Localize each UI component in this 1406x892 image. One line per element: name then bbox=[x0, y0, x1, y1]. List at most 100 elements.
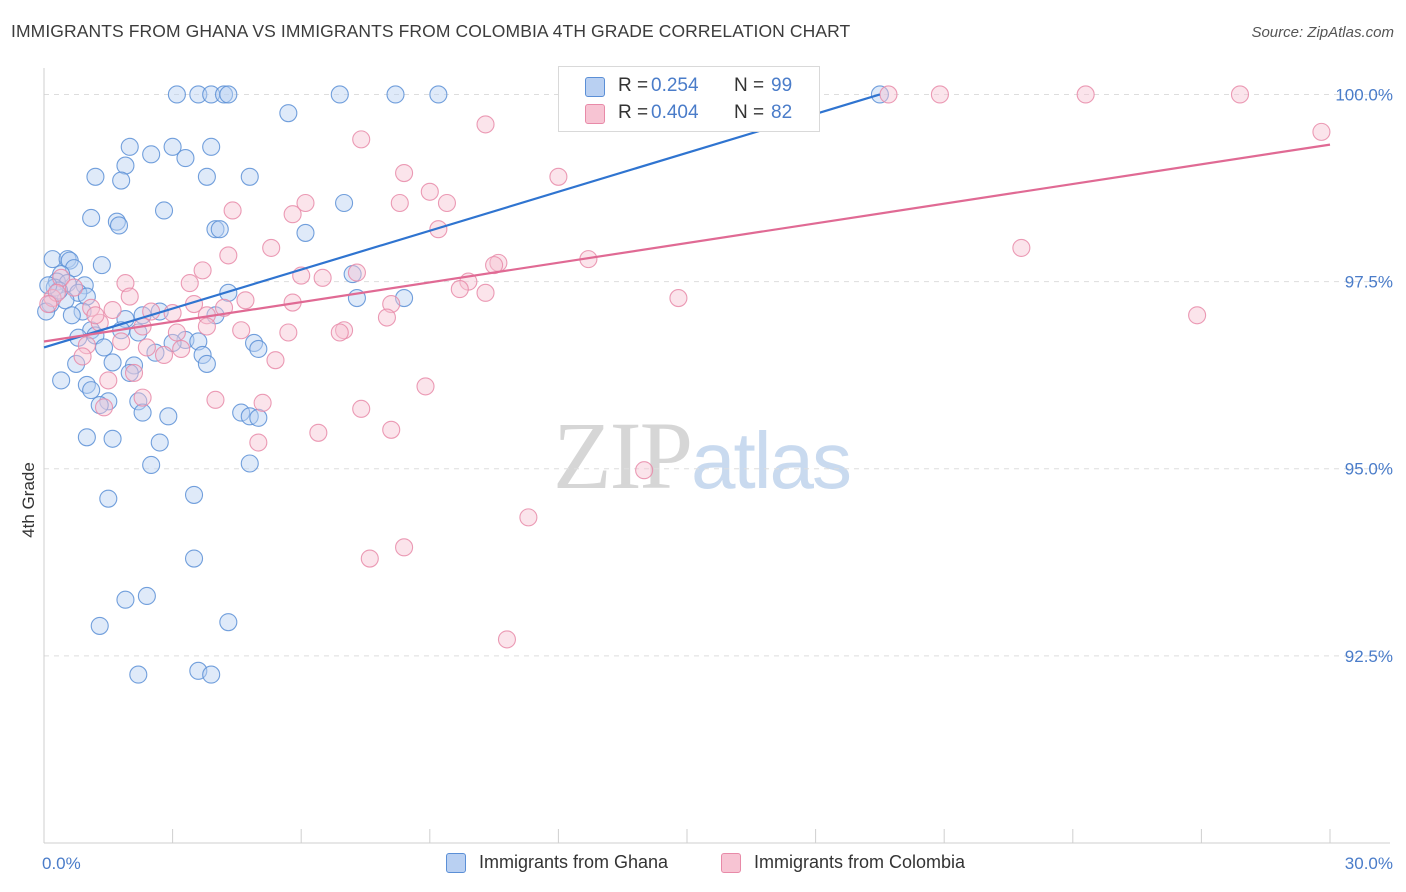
ghana-n-value: 99 bbox=[771, 75, 793, 96]
colombia-point bbox=[382, 294, 401, 314]
colombia-point bbox=[635, 461, 654, 480]
colombia-point bbox=[1076, 85, 1095, 104]
ghana-point bbox=[279, 104, 298, 123]
ghana-point bbox=[167, 85, 186, 104]
ghana-swatch bbox=[585, 77, 605, 97]
colombia-point bbox=[279, 323, 298, 342]
colombia-n-value: 82 bbox=[771, 102, 793, 123]
colombia-point bbox=[232, 321, 251, 340]
colombia-point bbox=[77, 336, 96, 355]
colombia-point bbox=[395, 538, 414, 557]
colombia-point bbox=[395, 164, 414, 183]
colombia-legend-label: Immigrants from Colombia bbox=[754, 852, 966, 872]
ghana-point bbox=[176, 149, 195, 168]
ghana-point bbox=[43, 250, 62, 269]
trend-lines bbox=[43, 93, 1331, 349]
ghana-point bbox=[142, 145, 161, 164]
ghana-point bbox=[129, 665, 148, 684]
ghana-point bbox=[193, 345, 212, 364]
ghana-point bbox=[154, 201, 174, 220]
colombia-point bbox=[420, 182, 439, 201]
ghana-point bbox=[296, 223, 315, 242]
colombia-legend-swatch bbox=[721, 853, 741, 873]
ghana-points bbox=[37, 85, 889, 684]
chart-title: IMMIGRANTS FROM GHANA VS IMMIGRANTS FROM… bbox=[11, 21, 851, 41]
colombia-point bbox=[519, 508, 538, 527]
ghana-point bbox=[330, 85, 349, 104]
ghana-point bbox=[82, 381, 101, 400]
ghana-point bbox=[137, 586, 156, 606]
watermark-atlas: atlas bbox=[691, 416, 852, 505]
colombia-trend-line bbox=[43, 143, 1331, 343]
colombia-point bbox=[137, 338, 156, 357]
ghana-point bbox=[82, 208, 101, 228]
ghana-point bbox=[52, 371, 71, 390]
x-tick-label: 30.0% bbox=[1345, 854, 1393, 873]
ghana-point bbox=[184, 549, 204, 568]
ghana-point bbox=[202, 665, 221, 684]
ghana-point bbox=[163, 137, 182, 156]
colombia-r-label: R = bbox=[618, 102, 649, 123]
axes bbox=[43, 68, 1390, 844]
y-tick-label: 97.5% bbox=[1345, 273, 1393, 292]
ghana-point bbox=[219, 613, 238, 632]
colombia-point bbox=[476, 283, 495, 302]
ghana-point bbox=[249, 408, 268, 427]
colombia-swatch bbox=[585, 104, 605, 124]
ghana-point bbox=[99, 489, 118, 508]
ghana-point bbox=[189, 332, 208, 351]
colombia-r-value: 0.404 bbox=[651, 102, 699, 123]
ghana-point bbox=[206, 220, 225, 239]
ghana-point bbox=[184, 485, 204, 504]
colombia-point bbox=[296, 193, 315, 213]
colombia-point bbox=[112, 332, 131, 351]
colombia-point bbox=[1012, 238, 1031, 257]
colombia-point bbox=[313, 268, 332, 287]
colombia-point bbox=[1230, 85, 1250, 104]
colombia-point bbox=[437, 193, 456, 213]
ghana-point bbox=[67, 354, 86, 373]
colombia-point bbox=[1312, 122, 1331, 141]
ghana-point bbox=[335, 193, 354, 213]
colombia-point bbox=[549, 167, 568, 186]
ghana-point bbox=[197, 354, 216, 373]
colombia-point bbox=[352, 399, 371, 418]
colombia-point bbox=[64, 278, 84, 297]
y-tick-label: 100.0% bbox=[1335, 85, 1393, 104]
colombia-point bbox=[283, 205, 302, 224]
ghana-point bbox=[202, 137, 221, 156]
colombia-point bbox=[124, 363, 144, 382]
source-label: Source: ZipAtlas.com bbox=[1251, 24, 1394, 41]
ghana-point bbox=[150, 433, 169, 452]
y-tick-label: 95.0% bbox=[1345, 460, 1393, 479]
x-tick-label: 0.0% bbox=[42, 854, 81, 873]
ghana-trend-line bbox=[43, 93, 881, 349]
ghana-point bbox=[120, 363, 139, 382]
ghana-point bbox=[116, 156, 135, 175]
colombia-point bbox=[133, 388, 152, 407]
colombia-point bbox=[669, 289, 688, 308]
colombia-point bbox=[450, 280, 469, 299]
ghana-point bbox=[189, 85, 208, 104]
colombia-point bbox=[347, 263, 366, 282]
ghana-point bbox=[232, 403, 251, 422]
y-axis-label: 4th Grade bbox=[19, 462, 38, 538]
ghana-point bbox=[112, 171, 131, 190]
colombia-point bbox=[73, 347, 92, 366]
ghana-point bbox=[90, 616, 109, 635]
colombia-point bbox=[94, 398, 114, 417]
ghana-point bbox=[219, 85, 238, 104]
colombia-points bbox=[39, 85, 1331, 649]
ghana-r-label: R = bbox=[618, 75, 649, 96]
colombia-point bbox=[219, 246, 238, 265]
colombia-point bbox=[214, 298, 234, 317]
ghana-point bbox=[92, 256, 111, 275]
ghana-legend-swatch bbox=[446, 853, 466, 873]
ghana-point bbox=[103, 429, 122, 448]
ghana-point bbox=[240, 454, 259, 473]
watermark-zip: ZIP bbox=[553, 402, 693, 509]
colombia-point bbox=[416, 377, 435, 396]
colombia-point bbox=[253, 393, 272, 412]
colombia-point bbox=[154, 345, 174, 364]
